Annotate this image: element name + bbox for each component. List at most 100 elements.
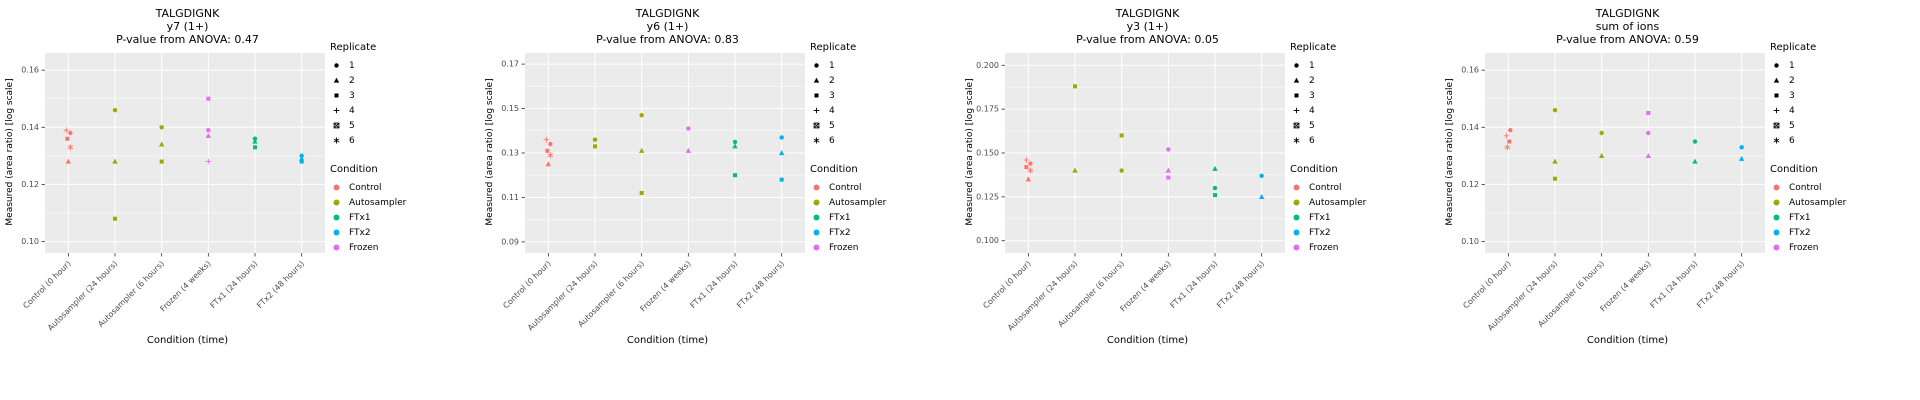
- square-icon: [814, 93, 819, 98]
- data-point: [1508, 127, 1513, 133]
- replicate-legend-item: 4: [810, 103, 960, 118]
- color-key-icon: [813, 229, 820, 236]
- data-point: [298, 155, 305, 161]
- data-point: [638, 147, 645, 153]
- chart-panel-y6: TALGDIGNK y6 (1+) P-value from ANOVA: 0.…: [480, 0, 960, 400]
- circle-icon: [1294, 63, 1299, 68]
- asterisk-icon: [333, 137, 340, 144]
- condition-label: Control: [829, 182, 862, 193]
- chart-subtitle: y7 (1+): [166, 20, 209, 33]
- data-point: [1213, 193, 1217, 198]
- condition-legend-item: Control: [810, 180, 960, 195]
- data-point: [158, 141, 165, 147]
- data-point: [206, 127, 211, 133]
- condition-label: Frozen: [1309, 242, 1339, 253]
- data-point: [1646, 130, 1651, 136]
- replicate-label: 5: [1789, 120, 1795, 131]
- y-tick-label: 0.150: [976, 149, 999, 158]
- y-tick-label: 0.16: [21, 66, 39, 75]
- y-axis-title: Measured (area ratio) [log scale]: [965, 78, 975, 226]
- data-point: [1258, 193, 1265, 199]
- replicate-legend-item: 5: [1290, 118, 1440, 133]
- data-point: [1507, 139, 1512, 144]
- condition-legend-item: Autosampler: [810, 195, 960, 210]
- x-tick-label: Frozen (4 weeks): [1598, 259, 1652, 313]
- plus-icon: [333, 107, 340, 114]
- replicate-legend-title: Replicate: [810, 42, 857, 53]
- condition-label: Autosampler: [1789, 197, 1847, 208]
- plot-column: TALGDIGNK y7 (1+) P-value from ANOVA: 0.…: [0, 0, 330, 400]
- data-point: [639, 113, 644, 118]
- replicate-legend-item: 1: [1770, 58, 1920, 73]
- chart-panel-y7: TALGDIGNK y7 (1+) P-value from ANOVA: 0.…: [0, 0, 480, 400]
- replicate-label: 2: [829, 75, 835, 86]
- legend: Replicate 1 2 3 4 5 6 Condition Control Autosampl…: [1770, 0, 1920, 400]
- replicate-legend-item: 1: [1290, 58, 1440, 73]
- condition-label: Frozen: [829, 242, 859, 253]
- x-tick-label: Frozen (4 weeks): [158, 259, 212, 313]
- replicate-legend-item: 4: [1290, 103, 1440, 118]
- data-point: [1692, 139, 1698, 144]
- x-tick-label: FTx1 (24 hours): [1648, 259, 1699, 310]
- plus-icon: [813, 107, 820, 114]
- y-tick-label: 0.14: [1461, 123, 1479, 132]
- x-tick-label: Frozen (4 weeks): [638, 259, 692, 313]
- square-icon: [1294, 93, 1299, 98]
- triangle-icon: [1773, 77, 1780, 83]
- plus-icon: [1773, 107, 1780, 114]
- data-point: [1024, 165, 1029, 170]
- y-tick-label: 0.11: [501, 193, 519, 202]
- data-point: [779, 135, 784, 140]
- condition-legend-item: Control: [330, 180, 480, 195]
- y-tick-label: 0.100: [976, 236, 999, 245]
- replicate-label: 4: [829, 105, 835, 116]
- data-point: [778, 150, 785, 156]
- replicate-label: 1: [1789, 60, 1795, 71]
- data-point: [1072, 167, 1078, 173]
- data-point: [1645, 152, 1652, 158]
- replicate-legend: Replicate 1 2 3 4 5 6: [330, 42, 480, 148]
- data-point: [548, 141, 553, 147]
- condition-legend-item: FTx2: [1770, 225, 1920, 240]
- data-point: [112, 107, 118, 113]
- data-point: [1646, 111, 1651, 115]
- color-key-icon: [333, 199, 340, 206]
- data-point: [1692, 158, 1698, 164]
- chart-titles: TALGDIGNK y7 (1+) P-value from ANOVA: 0.…: [0, 0, 330, 48]
- condition-legend-title: Condition: [1290, 164, 1338, 175]
- x-tick-label: FTx1 (24 hours): [1168, 259, 1219, 310]
- plot-column: TALGDIGNK y6 (1+) P-value from ANOVA: 0.…: [480, 0, 810, 400]
- data-point: [1212, 165, 1218, 171]
- color-key-icon: [1773, 244, 1780, 251]
- condition-label: Control: [349, 182, 382, 193]
- replicate-legend-title: Replicate: [1770, 42, 1817, 53]
- y-tick-label: 0.15: [501, 104, 519, 113]
- replicate-label: 4: [349, 105, 355, 116]
- data-point: [1027, 167, 1034, 174]
- chart-panel-sum-of-ions: TALGDIGNK sum of ions P-value from ANOVA…: [1440, 0, 1920, 400]
- data-point: [639, 191, 644, 195]
- plot-column: TALGDIGNK sum of ions P-value from ANOVA…: [1440, 0, 1770, 400]
- condition-label: Autosampler: [349, 197, 407, 208]
- y-tick-label: 0.14: [21, 123, 39, 132]
- replicate-legend-item: 1: [330, 58, 480, 73]
- replicate-legend-item: 2: [1290, 73, 1440, 88]
- square-cross-icon: [1293, 122, 1300, 129]
- replicate-legend-item: 5: [810, 118, 960, 133]
- replicate-label: 5: [829, 120, 835, 131]
- data-point: [1025, 176, 1032, 182]
- color-key-icon: [333, 229, 340, 236]
- x-axis-title: Condition (time): [626, 335, 709, 346]
- y-tick-label: 0.12: [1461, 180, 1479, 189]
- plus-icon: [1293, 107, 1300, 114]
- condition-legend-item: FTx1: [810, 210, 960, 225]
- condition-label: FTx1: [829, 212, 851, 223]
- data-point: [112, 158, 118, 164]
- data-point: [65, 158, 72, 164]
- data-point: [1166, 147, 1171, 152]
- replicate-label: 2: [1309, 75, 1315, 86]
- condition-label: FTx2: [1789, 227, 1811, 238]
- color-key-icon: [1293, 199, 1300, 206]
- data-point: [67, 144, 74, 151]
